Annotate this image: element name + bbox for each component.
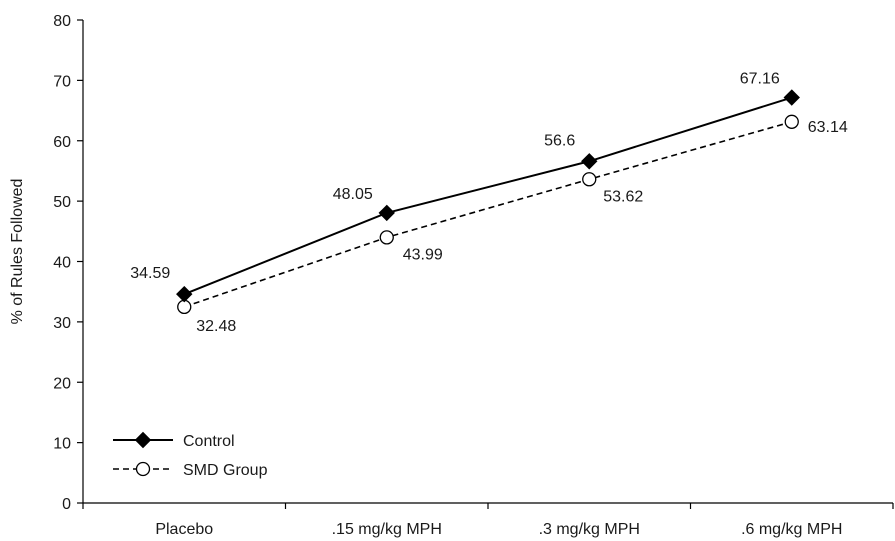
y-tick-label: 80 bbox=[53, 13, 71, 30]
legend-item-control: Control bbox=[113, 431, 235, 450]
series-control: 34.59 48.05 56.6 67.16 bbox=[130, 71, 800, 303]
y-tick-label: 0 bbox=[62, 496, 71, 513]
data-point-circle bbox=[582, 172, 597, 187]
x-tick-label: .3 mg/kg MPH bbox=[539, 521, 640, 538]
series-smd-group: 32.48 43.99 53.62 63.14 bbox=[177, 114, 848, 335]
x-tick-label: .15 mg/kg MPH bbox=[332, 521, 442, 538]
data-point-diamond bbox=[783, 89, 800, 106]
legend-marker-circle bbox=[135, 461, 151, 477]
data-point-circle bbox=[379, 230, 394, 245]
data-label: 34.59 bbox=[130, 265, 170, 282]
data-label: 48.05 bbox=[333, 186, 373, 203]
y-tick-label: 40 bbox=[53, 255, 71, 272]
x-tick-label: .6 mg/kg MPH bbox=[741, 521, 842, 538]
y-tick-label: 50 bbox=[53, 194, 71, 211]
data-point-circle bbox=[784, 114, 799, 129]
data-point-diamond bbox=[378, 204, 395, 222]
x-tick-label: Placebo bbox=[155, 521, 213, 538]
y-tick-label: 30 bbox=[53, 315, 71, 332]
legend: Control SMD Group bbox=[113, 431, 268, 479]
y-tick-label: 20 bbox=[53, 375, 71, 392]
y-tick-label: 60 bbox=[53, 134, 71, 151]
data-label: 53.62 bbox=[603, 188, 643, 205]
legend-marker-diamond bbox=[134, 431, 152, 449]
data-point-diamond bbox=[176, 285, 193, 303]
data-label: 32.48 bbox=[196, 318, 236, 335]
legend-label: SMD Group bbox=[183, 462, 268, 479]
y-tick-label: 10 bbox=[53, 436, 71, 453]
legend-item-smd-group: SMD Group bbox=[113, 461, 268, 479]
series-line bbox=[183, 121, 792, 308]
y-tick-label: 70 bbox=[53, 73, 71, 90]
data-label: 56.6 bbox=[544, 132, 575, 149]
y-axis-title: % of Rules Followed bbox=[9, 179, 26, 325]
data-label: 63.14 bbox=[808, 119, 848, 136]
y-axis: 0 10 20 30 40 50 60 70 80 bbox=[53, 13, 84, 513]
series-layer: 32.48 43.99 53.62 63.14 34.59 48.05 56.6 67.16 bbox=[130, 71, 848, 335]
data-label: 67.16 bbox=[740, 71, 780, 88]
x-axis: Placebo .15 mg/kg MPH .3 mg/kg MPH .6 mg/kg… bbox=[82, 502, 894, 538]
data-point-diamond bbox=[581, 153, 598, 170]
legend-label: Control bbox=[183, 433, 235, 450]
series-line bbox=[183, 96, 793, 296]
data-label: 43.99 bbox=[403, 246, 443, 263]
